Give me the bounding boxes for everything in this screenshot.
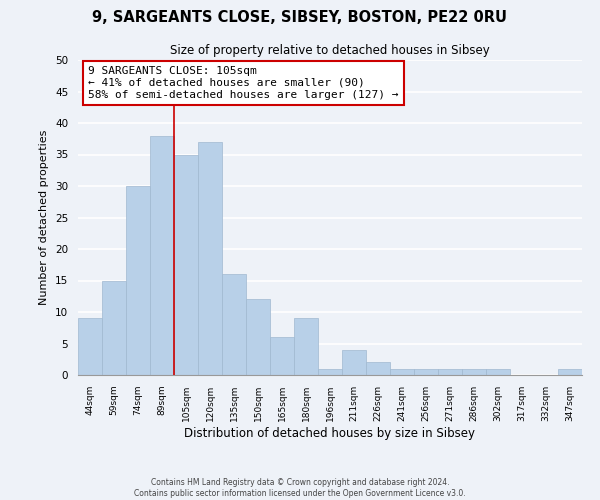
- Bar: [486, 368, 510, 375]
- Text: 9 SARGEANTS CLOSE: 105sqm
← 41% of detached houses are smaller (90)
58% of semi-: 9 SARGEANTS CLOSE: 105sqm ← 41% of detac…: [88, 66, 398, 100]
- Text: Contains HM Land Registry data © Crown copyright and database right 2024.
Contai: Contains HM Land Registry data © Crown c…: [134, 478, 466, 498]
- Bar: [294, 318, 318, 375]
- Bar: [102, 280, 126, 375]
- Bar: [222, 274, 246, 375]
- X-axis label: Distribution of detached houses by size in Sibsey: Distribution of detached houses by size …: [185, 426, 476, 440]
- Bar: [246, 300, 270, 375]
- Title: Size of property relative to detached houses in Sibsey: Size of property relative to detached ho…: [170, 44, 490, 58]
- Bar: [198, 142, 222, 375]
- Bar: [126, 186, 150, 375]
- Bar: [342, 350, 366, 375]
- Y-axis label: Number of detached properties: Number of detached properties: [40, 130, 49, 305]
- Bar: [438, 368, 462, 375]
- Bar: [414, 368, 438, 375]
- Bar: [78, 318, 102, 375]
- Bar: [150, 136, 174, 375]
- Bar: [462, 368, 486, 375]
- Bar: [366, 362, 390, 375]
- Bar: [318, 368, 342, 375]
- Bar: [270, 337, 294, 375]
- Bar: [174, 154, 198, 375]
- Bar: [558, 368, 582, 375]
- Bar: [390, 368, 414, 375]
- Text: 9, SARGEANTS CLOSE, SIBSEY, BOSTON, PE22 0RU: 9, SARGEANTS CLOSE, SIBSEY, BOSTON, PE22…: [92, 10, 508, 25]
